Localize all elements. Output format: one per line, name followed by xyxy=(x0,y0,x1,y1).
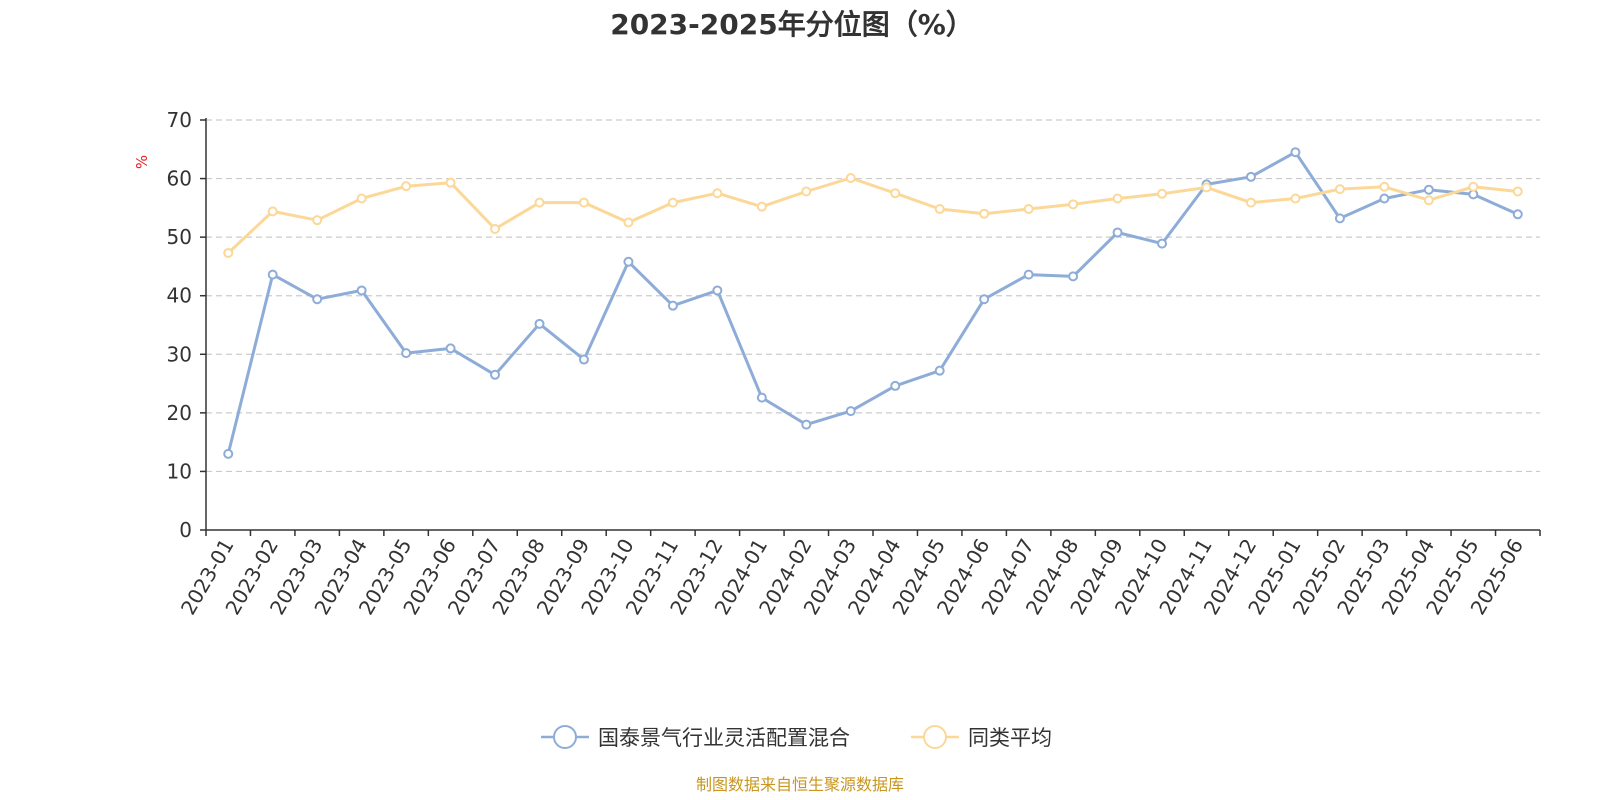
data-point xyxy=(1512,209,1523,220)
legend-marker xyxy=(553,725,577,749)
y-tick-label: 70 xyxy=(167,108,192,132)
data-point xyxy=(1068,199,1079,210)
data-point xyxy=(1201,182,1212,193)
data-point xyxy=(1245,197,1256,208)
data-point xyxy=(756,392,767,403)
data-point xyxy=(979,294,990,305)
data-point xyxy=(1157,188,1168,199)
source-note: 制图数据来自恒生聚源数据库 xyxy=(696,775,904,794)
data-point xyxy=(1157,238,1168,249)
data-point xyxy=(223,448,234,459)
data-point xyxy=(1112,193,1123,204)
data-point xyxy=(356,193,367,204)
data-point xyxy=(623,256,634,267)
chart-title: 2023-2025年分位图（%） xyxy=(610,8,974,41)
data-point xyxy=(1068,271,1079,282)
series-line xyxy=(226,150,1519,455)
data-point xyxy=(1334,184,1345,195)
data-point xyxy=(490,223,501,234)
legend-marker xyxy=(923,725,947,749)
legend[interactable]: 国泰景气行业灵活配置混合 同类平均 xyxy=(541,725,1052,750)
data-point xyxy=(801,186,812,197)
data-point xyxy=(534,318,545,329)
data-point xyxy=(1290,147,1301,158)
data-point xyxy=(1512,186,1523,197)
data-point xyxy=(845,172,856,183)
data-point xyxy=(1112,227,1123,238)
data-point xyxy=(578,197,589,208)
data-point xyxy=(445,343,456,354)
data-point xyxy=(356,285,367,296)
data-point xyxy=(801,419,812,430)
data-point xyxy=(845,406,856,417)
data-point xyxy=(934,204,945,215)
series-line xyxy=(227,176,1518,255)
legend-item[interactable]: 同类平均 xyxy=(911,725,1052,750)
data-point xyxy=(490,369,501,380)
y-tick-label: 20 xyxy=(167,401,192,425)
data-point xyxy=(1023,269,1034,280)
data-point xyxy=(934,365,945,376)
data-point xyxy=(1423,195,1434,206)
data-point xyxy=(401,181,412,192)
y-tick-label: 30 xyxy=(167,342,192,366)
legend-label: 国泰景气行业灵活配置混合 xyxy=(598,726,850,750)
data-point xyxy=(1245,171,1256,182)
legend-item[interactable]: 国泰景气行业灵活配置混合 xyxy=(541,725,850,750)
data-point xyxy=(979,208,990,219)
data-point xyxy=(401,348,412,359)
legend-label: 同类平均 xyxy=(968,726,1052,750)
data-point xyxy=(712,188,723,199)
series-0 xyxy=(223,147,1523,459)
data-point xyxy=(223,247,234,258)
data-point xyxy=(1290,193,1301,204)
data-point xyxy=(1423,184,1434,195)
y-tick-label: 10 xyxy=(167,459,192,483)
axes: 0102030405060702023-012023-022023-032023… xyxy=(167,108,1541,619)
data-point xyxy=(1023,204,1034,215)
y-tick-label: 0 xyxy=(179,518,192,542)
data-point xyxy=(534,197,545,208)
grid-lines xyxy=(206,119,1540,473)
data-point xyxy=(267,206,278,217)
y-tick-label: 50 xyxy=(167,225,192,249)
data-point xyxy=(623,217,634,228)
y-axis-unit: % xyxy=(133,155,151,169)
data-point xyxy=(756,201,767,212)
data-point xyxy=(1468,181,1479,192)
data-point xyxy=(667,197,678,208)
data-point xyxy=(578,354,589,365)
data-point xyxy=(445,177,456,188)
data-point xyxy=(1379,181,1390,192)
y-tick-label: 60 xyxy=(167,167,192,191)
data-point xyxy=(1379,193,1390,204)
data-point xyxy=(712,285,723,296)
data-point xyxy=(312,294,323,305)
data-point xyxy=(312,215,323,226)
data-point xyxy=(890,380,901,391)
series-lines xyxy=(223,147,1523,459)
y-tick-label: 40 xyxy=(167,284,192,308)
series-1 xyxy=(223,172,1523,258)
data-point xyxy=(267,269,278,280)
data-point xyxy=(667,300,678,311)
data-point xyxy=(1334,213,1345,224)
data-point xyxy=(890,188,901,199)
